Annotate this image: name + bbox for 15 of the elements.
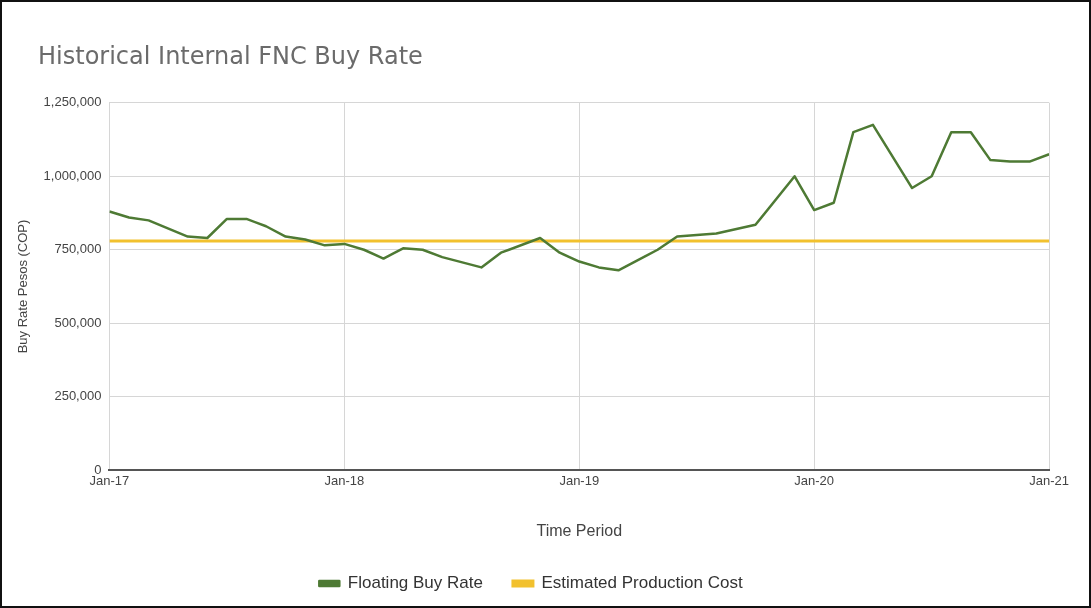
y-tick-label: 0	[94, 461, 102, 477]
x-axis-title: Time Period	[536, 521, 623, 539]
x-tick-label: Jan-19	[559, 472, 600, 488]
x-tick-label: Jan-20	[794, 472, 835, 488]
y-axis-title: Buy Rate Pesos (COP)	[15, 219, 31, 354]
x-tick-label: Jan-21	[1029, 472, 1069, 488]
y-tick-label: 250,000	[54, 388, 102, 404]
y-tick-label: 1,000,000	[43, 167, 102, 183]
chart-title: Historical Internal FNC Buy Rate	[38, 42, 423, 70]
y-tick-label: 1,250,000	[43, 94, 102, 110]
y-tick-label: 750,000	[54, 241, 102, 257]
legend-label: Floating Buy Rate	[347, 573, 483, 593]
y-tick-label: 500,000	[54, 314, 102, 330]
legend-label: Estimated Production Cost	[541, 573, 743, 593]
x-tick-label: Jan-18	[324, 472, 365, 488]
